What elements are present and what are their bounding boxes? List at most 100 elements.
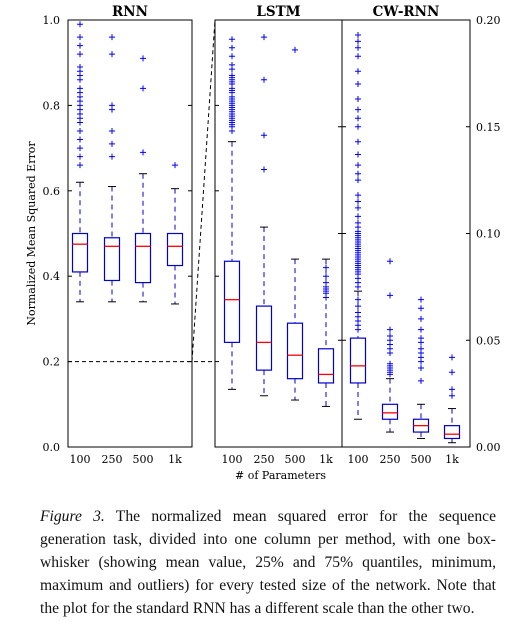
outlier-marker: [355, 162, 361, 168]
x-tick-label: 1k: [319, 453, 333, 466]
outlier-marker: [355, 107, 361, 113]
right-tick-label: 0.10: [476, 228, 501, 241]
right-tick-label: 0.05: [476, 334, 501, 347]
left-tick-label: 0.2: [43, 356, 61, 369]
x-tick-label: 250: [254, 453, 275, 466]
outlier-marker: [418, 335, 424, 341]
box-rnn-1k: [168, 162, 183, 304]
box-cw-rnn-100: [351, 32, 366, 419]
y-axis-label: Normalized Mean Squared Error: [25, 141, 38, 326]
outlier-marker: [418, 305, 424, 311]
outlier-marker: [323, 280, 329, 286]
outlier-marker: [109, 154, 115, 160]
outlier-marker: [109, 51, 115, 57]
panel-title-rnn: RNN: [112, 4, 148, 20]
outlier-marker: [77, 21, 83, 27]
outlier-marker: [355, 139, 361, 145]
box-body: [351, 338, 366, 383]
outlier-marker: [355, 96, 361, 102]
box-cw-rnn-500: [414, 297, 429, 439]
outlier-marker: [77, 64, 83, 70]
outlier-marker: [355, 38, 361, 44]
outlier-marker: [355, 45, 361, 51]
outlier-marker: [261, 34, 267, 40]
right-tick-label: 0.15: [476, 121, 501, 134]
box-lstm-250: [257, 34, 272, 396]
outlier-marker: [387, 327, 393, 333]
x-axis-label: # of Parameters: [235, 469, 326, 482]
outlier-marker: [355, 115, 361, 121]
x-tick-label: 500: [285, 453, 306, 466]
outlier-marker: [449, 369, 455, 375]
outlier-marker: [449, 393, 455, 399]
box-body: [319, 349, 334, 383]
outlier-marker: [261, 77, 267, 83]
outlier-marker: [140, 85, 146, 91]
outlier-marker: [77, 34, 83, 40]
outlier-marker: [387, 333, 393, 339]
outlier-marker: [418, 365, 424, 371]
outlier-marker: [229, 53, 235, 59]
outlier-marker: [229, 36, 235, 42]
outlier-marker: [77, 85, 83, 91]
outlier-marker: [449, 386, 455, 392]
x-tick-label: 500: [411, 453, 432, 466]
outlier-marker: [418, 346, 424, 352]
box-body: [168, 234, 183, 266]
outlier-marker: [355, 53, 361, 59]
box-rnn-250: [105, 34, 120, 302]
left-tick-label: 0.0: [43, 441, 61, 454]
caption-label: Figure 3.: [40, 508, 105, 525]
outlier-marker: [355, 81, 361, 87]
plot-area: 0.0 0.2 0.4 0.6 0.8 1.0 0.00 0.05 0.10 0.15 0.20 No…: [25, 4, 501, 482]
box-body: [383, 404, 398, 419]
outlier-marker: [77, 162, 83, 168]
box-body: [225, 261, 240, 342]
outlier-marker: [77, 154, 83, 160]
outlier-marker: [323, 265, 329, 271]
x-tick-label: 500: [133, 453, 154, 466]
outlier-marker: [418, 378, 424, 384]
outlier-marker: [355, 303, 361, 309]
caption-text: The normalized mean squared error for th…: [40, 508, 496, 617]
box-lstm-500: [288, 47, 303, 400]
outlier-marker: [355, 171, 361, 177]
outlier-marker: [355, 124, 361, 130]
outlier-marker: [229, 45, 235, 51]
x-tick-label: 100: [348, 453, 369, 466]
outlier-marker: [261, 166, 267, 172]
zoom-connector-line: [192, 20, 215, 362]
left-tick-label: 1.0: [43, 14, 61, 27]
outlier-marker: [418, 327, 424, 333]
outlier-marker: [355, 213, 361, 219]
x-tick-label: 250: [102, 453, 123, 466]
outlier-marker: [140, 55, 146, 61]
outlier-marker: [229, 62, 235, 68]
box-cw-rnn-1k: [445, 354, 460, 442]
outlier-marker: [355, 192, 361, 198]
outlier-marker: [418, 316, 424, 322]
right-tick-label: 0.00: [476, 441, 501, 454]
panel-title-lstm: LSTM: [256, 4, 300, 20]
outlier-marker: [77, 137, 83, 143]
box-body: [257, 306, 272, 370]
box-plot-figure: 0.0 0.2 0.4 0.6 0.8 1.0 0.00 0.05 0.10 0.15 0.20 No…: [0, 0, 508, 490]
outlier-marker: [261, 132, 267, 138]
outlier-marker: [449, 354, 455, 360]
right-tick-label: 0.20: [476, 14, 501, 27]
outlier-marker: [355, 68, 361, 74]
left-tick-label: 0.6: [43, 185, 61, 198]
panel-title-cw-rnn: CW-RNN: [373, 4, 440, 20]
box-lstm-1k: [319, 259, 334, 406]
outlier-marker: [355, 32, 361, 38]
box-rnn-500: [136, 55, 151, 301]
outlier-marker: [77, 145, 83, 151]
outlier-marker: [355, 177, 361, 183]
left-tick-label: 0.8: [43, 99, 61, 112]
x-tick-label: 1k: [445, 453, 459, 466]
outlier-marker: [323, 273, 329, 279]
box-body: [105, 238, 120, 281]
outlier-marker: [172, 162, 178, 168]
outlier-marker: [387, 258, 393, 264]
left-tick-label: 0.4: [43, 270, 61, 283]
